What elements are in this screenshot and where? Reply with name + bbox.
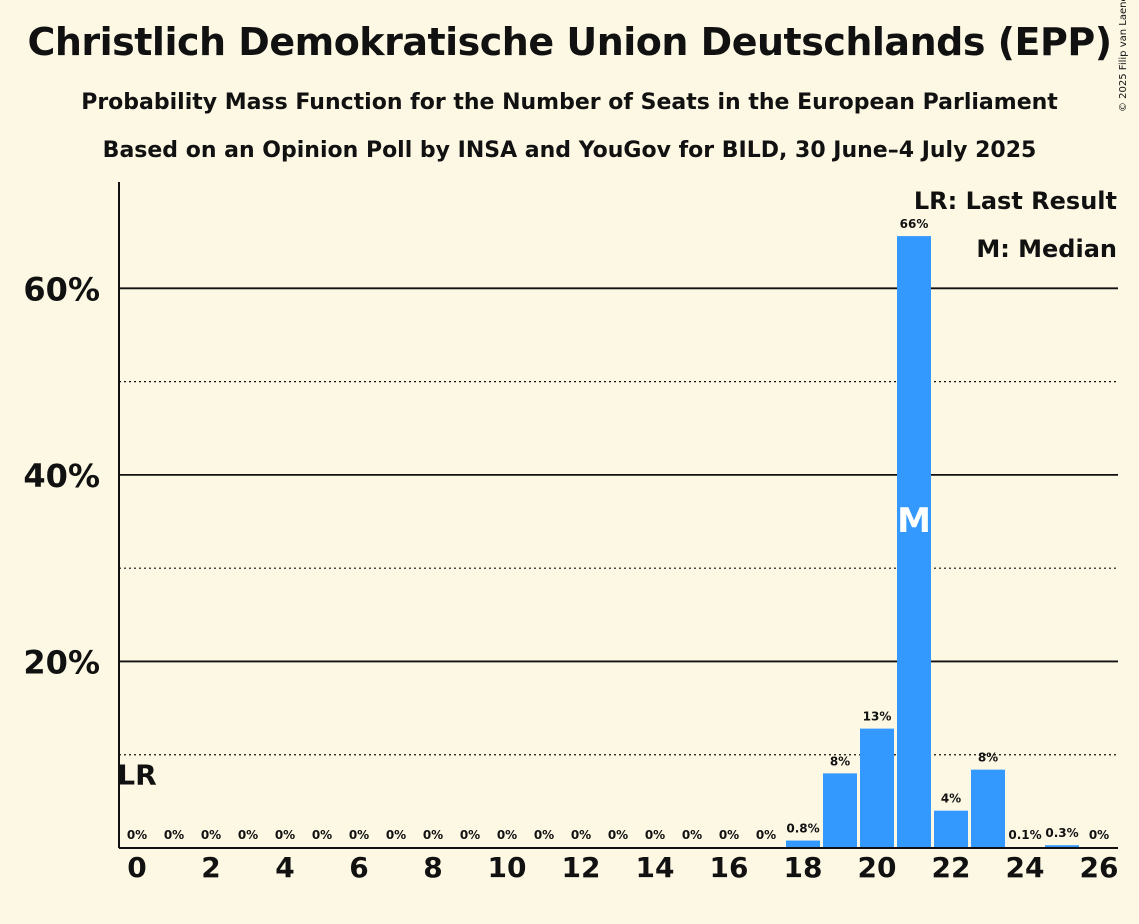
bar-value-label: 0.1% — [1008, 828, 1041, 842]
legend-last-result: LR: Last Result — [914, 187, 1117, 215]
bar — [860, 728, 894, 848]
x-tick-label: 2 — [201, 851, 220, 884]
median-marker: M — [897, 501, 931, 541]
x-tick-label: 12 — [562, 851, 601, 884]
bar-value-label: 0% — [608, 828, 628, 842]
bar-value-label: 4% — [941, 792, 961, 806]
legend-median: M: Median — [976, 235, 1117, 263]
bar-value-labels: 0% 0% 0% 0% 0% 0% 0% 0% 0% 0% 0% 0% 0% 0% 0% 0% 0% 0% 0.8%… — [127, 217, 1109, 842]
gridlines — [119, 287, 1118, 756]
bar-value-label: 0% — [238, 828, 258, 842]
x-tick-label: 8 — [423, 851, 442, 884]
last-result-marker: LR — [117, 758, 156, 791]
chart-title: Christlich Demokratische Union Deutschla… — [27, 20, 1112, 64]
bar-value-label: 0% — [201, 828, 221, 842]
bar-value-label: 0% — [349, 828, 369, 842]
x-axis-ticks: 0 2 4 6 8 10 12 14 16 18 20 22 24 26 — [127, 851, 1118, 884]
bar — [934, 810, 968, 848]
x-tick-label: 16 — [710, 851, 749, 884]
x-tick-label: 24 — [1006, 851, 1045, 884]
bar-value-label: 8% — [830, 754, 850, 768]
bar-value-label: 0% — [571, 828, 591, 842]
bar — [971, 769, 1005, 848]
bar — [786, 840, 820, 848]
chart-source-subtitle: Based on an Opinion Poll by INSA and You… — [102, 138, 1037, 163]
x-tick-label: 6 — [349, 851, 368, 884]
bar-value-label: 0% — [386, 828, 406, 842]
bars — [786, 236, 1079, 849]
x-tick-label: 22 — [932, 851, 971, 884]
bar-value-label: 0% — [312, 828, 332, 842]
bar-value-label: 0% — [460, 828, 480, 842]
bar-value-label: 0% — [275, 828, 295, 842]
bar-value-label: 0% — [756, 828, 776, 842]
x-tick-label: 18 — [784, 851, 823, 884]
x-tick-label: 14 — [636, 851, 675, 884]
y-tick-label: 40% — [23, 457, 100, 495]
bar-value-label: 0% — [423, 828, 443, 842]
bar — [823, 773, 857, 848]
x-tick-label: 4 — [275, 851, 294, 884]
bar-value-label: 13% — [863, 710, 892, 724]
bar-value-label: 0% — [534, 828, 554, 842]
bar-value-label: 0% — [719, 828, 739, 842]
bar-value-label: 0% — [1089, 828, 1109, 842]
x-tick-label: 20 — [858, 851, 897, 884]
x-tick-label: 10 — [488, 851, 527, 884]
x-tick-label: 26 — [1080, 851, 1119, 884]
bar — [1045, 845, 1079, 848]
bar-value-label: 0.8% — [786, 822, 819, 836]
chart-markers: M LR — [117, 501, 931, 791]
bar-value-label: 0% — [682, 828, 702, 842]
y-tick-label: 20% — [23, 643, 100, 681]
y-tick-label: 60% — [23, 270, 100, 308]
bar-value-label: 0.3% — [1045, 826, 1078, 840]
bar-value-label: 0% — [497, 828, 517, 842]
bar-value-label: 0% — [127, 828, 147, 842]
bar-value-label: 0% — [164, 828, 184, 842]
bar-value-label: 8% — [978, 751, 998, 765]
x-tick-label: 0 — [127, 851, 146, 884]
y-axis-ticks: 20% 40% 60% — [23, 270, 100, 681]
bar-value-label: 0% — [645, 828, 665, 842]
bar — [897, 236, 931, 849]
bar-value-label: 66% — [900, 217, 929, 231]
chart-subtitle: Probability Mass Function for the Number… — [81, 90, 1058, 115]
